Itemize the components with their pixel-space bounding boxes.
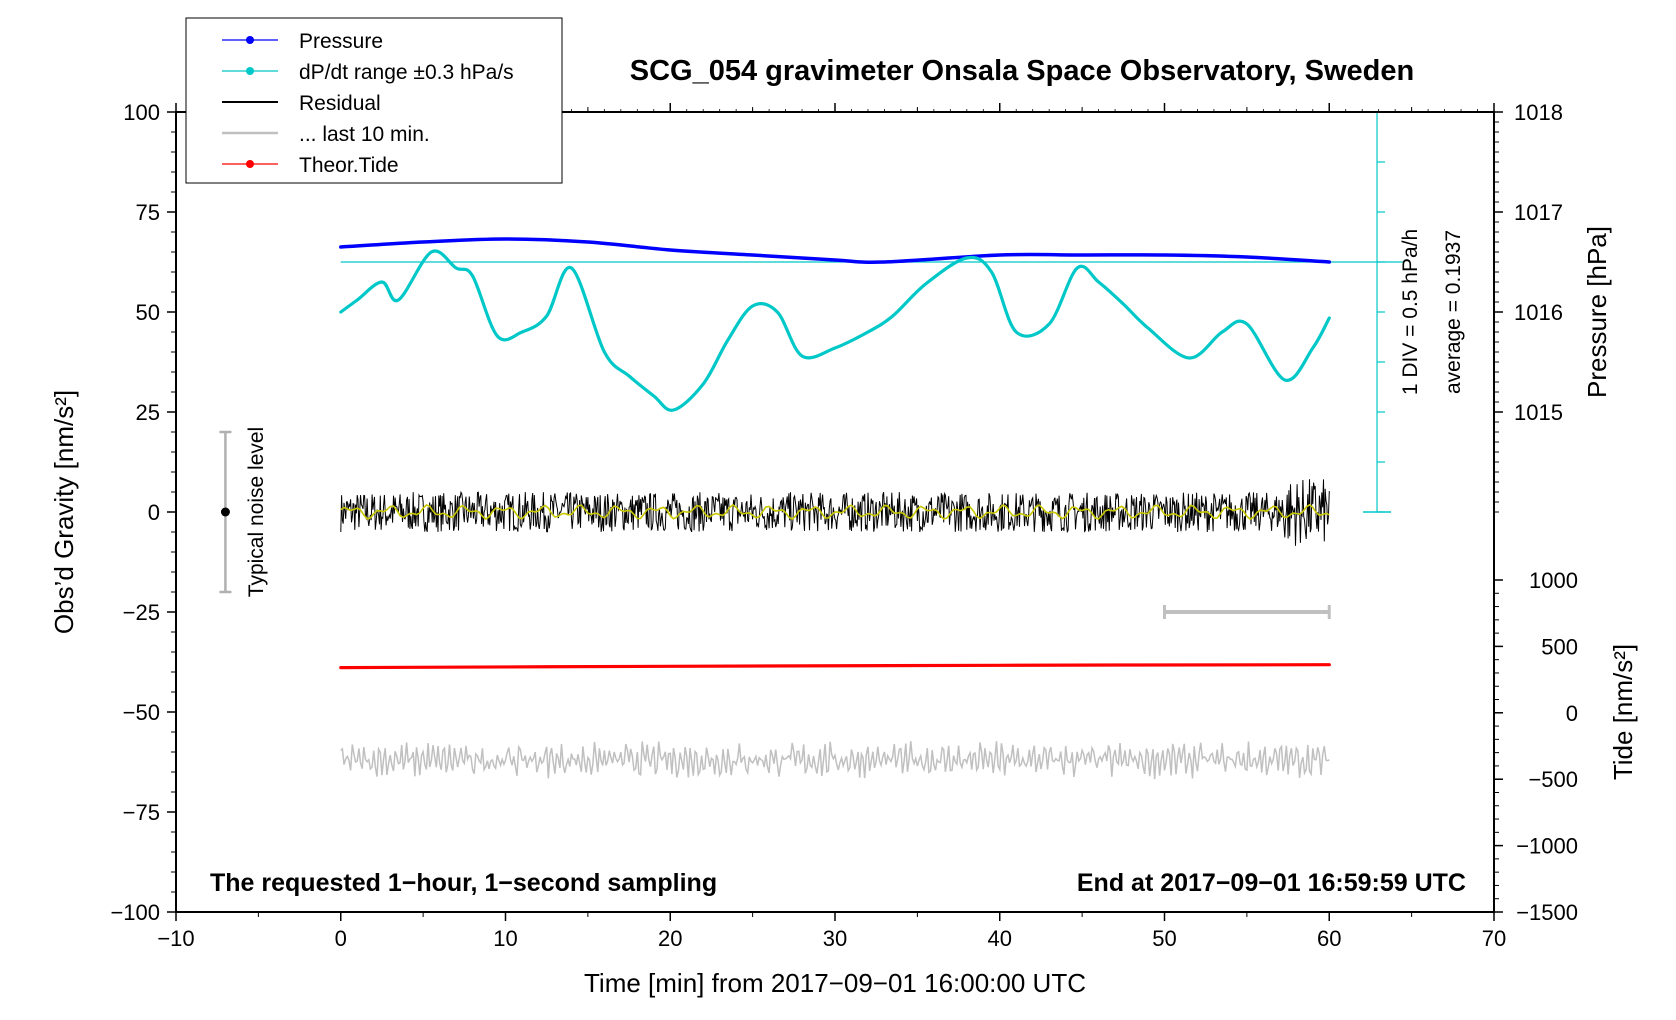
tide-tick-label: −1000 <box>1516 834 1578 859</box>
footnote-right: End at 2017−09−01 16:59:59 UTC <box>1077 869 1466 897</box>
x-tick-label: 10 <box>493 926 517 951</box>
pressure-axis-title: Pressure [hPa] <box>1582 226 1612 398</box>
average-label: average = 0.1937 <box>1442 230 1465 394</box>
tide-tick-label: −1500 <box>1516 900 1578 925</box>
theor-tide-line <box>339 663 1331 670</box>
y-tick-label: 25 <box>136 400 160 425</box>
tide-tick-label: −500 <box>1528 767 1578 792</box>
noise-level-label: Typical noise level <box>245 427 268 597</box>
x-tick-label: 20 <box>658 926 682 951</box>
y-tick-label: 100 <box>123 100 160 125</box>
y-tick-label: 0 <box>148 500 160 525</box>
y-axis-title: Obs’d Gravity [nm/s²] <box>49 390 79 634</box>
y-tick-label: −25 <box>123 600 160 625</box>
legend-marker-pressure <box>246 36 254 44</box>
legend-marker-tide <box>246 160 254 168</box>
last-10-min-line <box>340 741 1330 780</box>
noise-level-dot <box>220 507 230 517</box>
legend: Pressure dP/dt range ±0.3 hPa/s Residual… <box>185 17 563 184</box>
y-tick-label: −100 <box>110 900 160 925</box>
legend-marker-dpdt <box>246 67 254 75</box>
pressure-tick-label: 1016 <box>1514 300 1563 325</box>
y-tick-label: 75 <box>136 200 160 225</box>
x-tick-label: −10 <box>157 926 194 951</box>
legend-label-dpdt: dP/dt range ±0.3 hPa/s <box>299 61 514 84</box>
legend-label-pressure: Pressure <box>299 30 383 53</box>
axes-layer: −10 0 10 20 30 40 50 60 70−100−75−50−25025507510… <box>110 100 1578 951</box>
legend-box <box>185 17 563 184</box>
x-tick-label: 70 <box>1482 926 1506 951</box>
y-tick-label: 50 <box>136 300 160 325</box>
pressure-tick-label: 1015 <box>1514 400 1563 425</box>
x-tick-label: 50 <box>1152 926 1176 951</box>
x-tick-label: 0 <box>335 926 347 951</box>
x-tick-label: 30 <box>823 926 847 951</box>
legend-label-tide: Theor.Tide <box>299 154 399 177</box>
pressure-tick-label: 1017 <box>1514 200 1563 225</box>
dpdt-range-line <box>339 249 1331 412</box>
tide-tick-label: 0 <box>1566 701 1578 726</box>
residual-smoothed-line <box>340 503 1330 521</box>
pressure-line <box>339 237 1332 264</box>
y-tick-label: −50 <box>123 700 160 725</box>
x-tick-label: 40 <box>988 926 1012 951</box>
tide-axis-title: Tide [nm/s²] <box>1608 644 1638 780</box>
x-axis-title: Time [min] from 2017−09−01 16:00:00 UTC <box>584 968 1086 998</box>
legend-label-residual: Residual <box>299 92 381 115</box>
residual-line <box>340 479 1330 546</box>
x-tick-label: 60 <box>1317 926 1341 951</box>
series-layer <box>219 111 1404 780</box>
footnote-left: The requested 1−hour, 1−second sampling <box>210 869 717 897</box>
chart-title: SCG_054 gravimeter Onsala Space Observat… <box>630 55 1414 87</box>
plot-frame <box>175 111 1495 913</box>
tide-tick-label: 500 <box>1541 634 1578 659</box>
y-tick-label: −75 <box>123 800 160 825</box>
pressure-tick-label: 1018 <box>1514 100 1563 125</box>
tide-tick-label: 1000 <box>1529 568 1578 593</box>
legend-label-last10: ... last 10 min. <box>299 123 430 146</box>
div-label: 1 DIV = 0.5 hPa/h <box>1399 229 1422 395</box>
